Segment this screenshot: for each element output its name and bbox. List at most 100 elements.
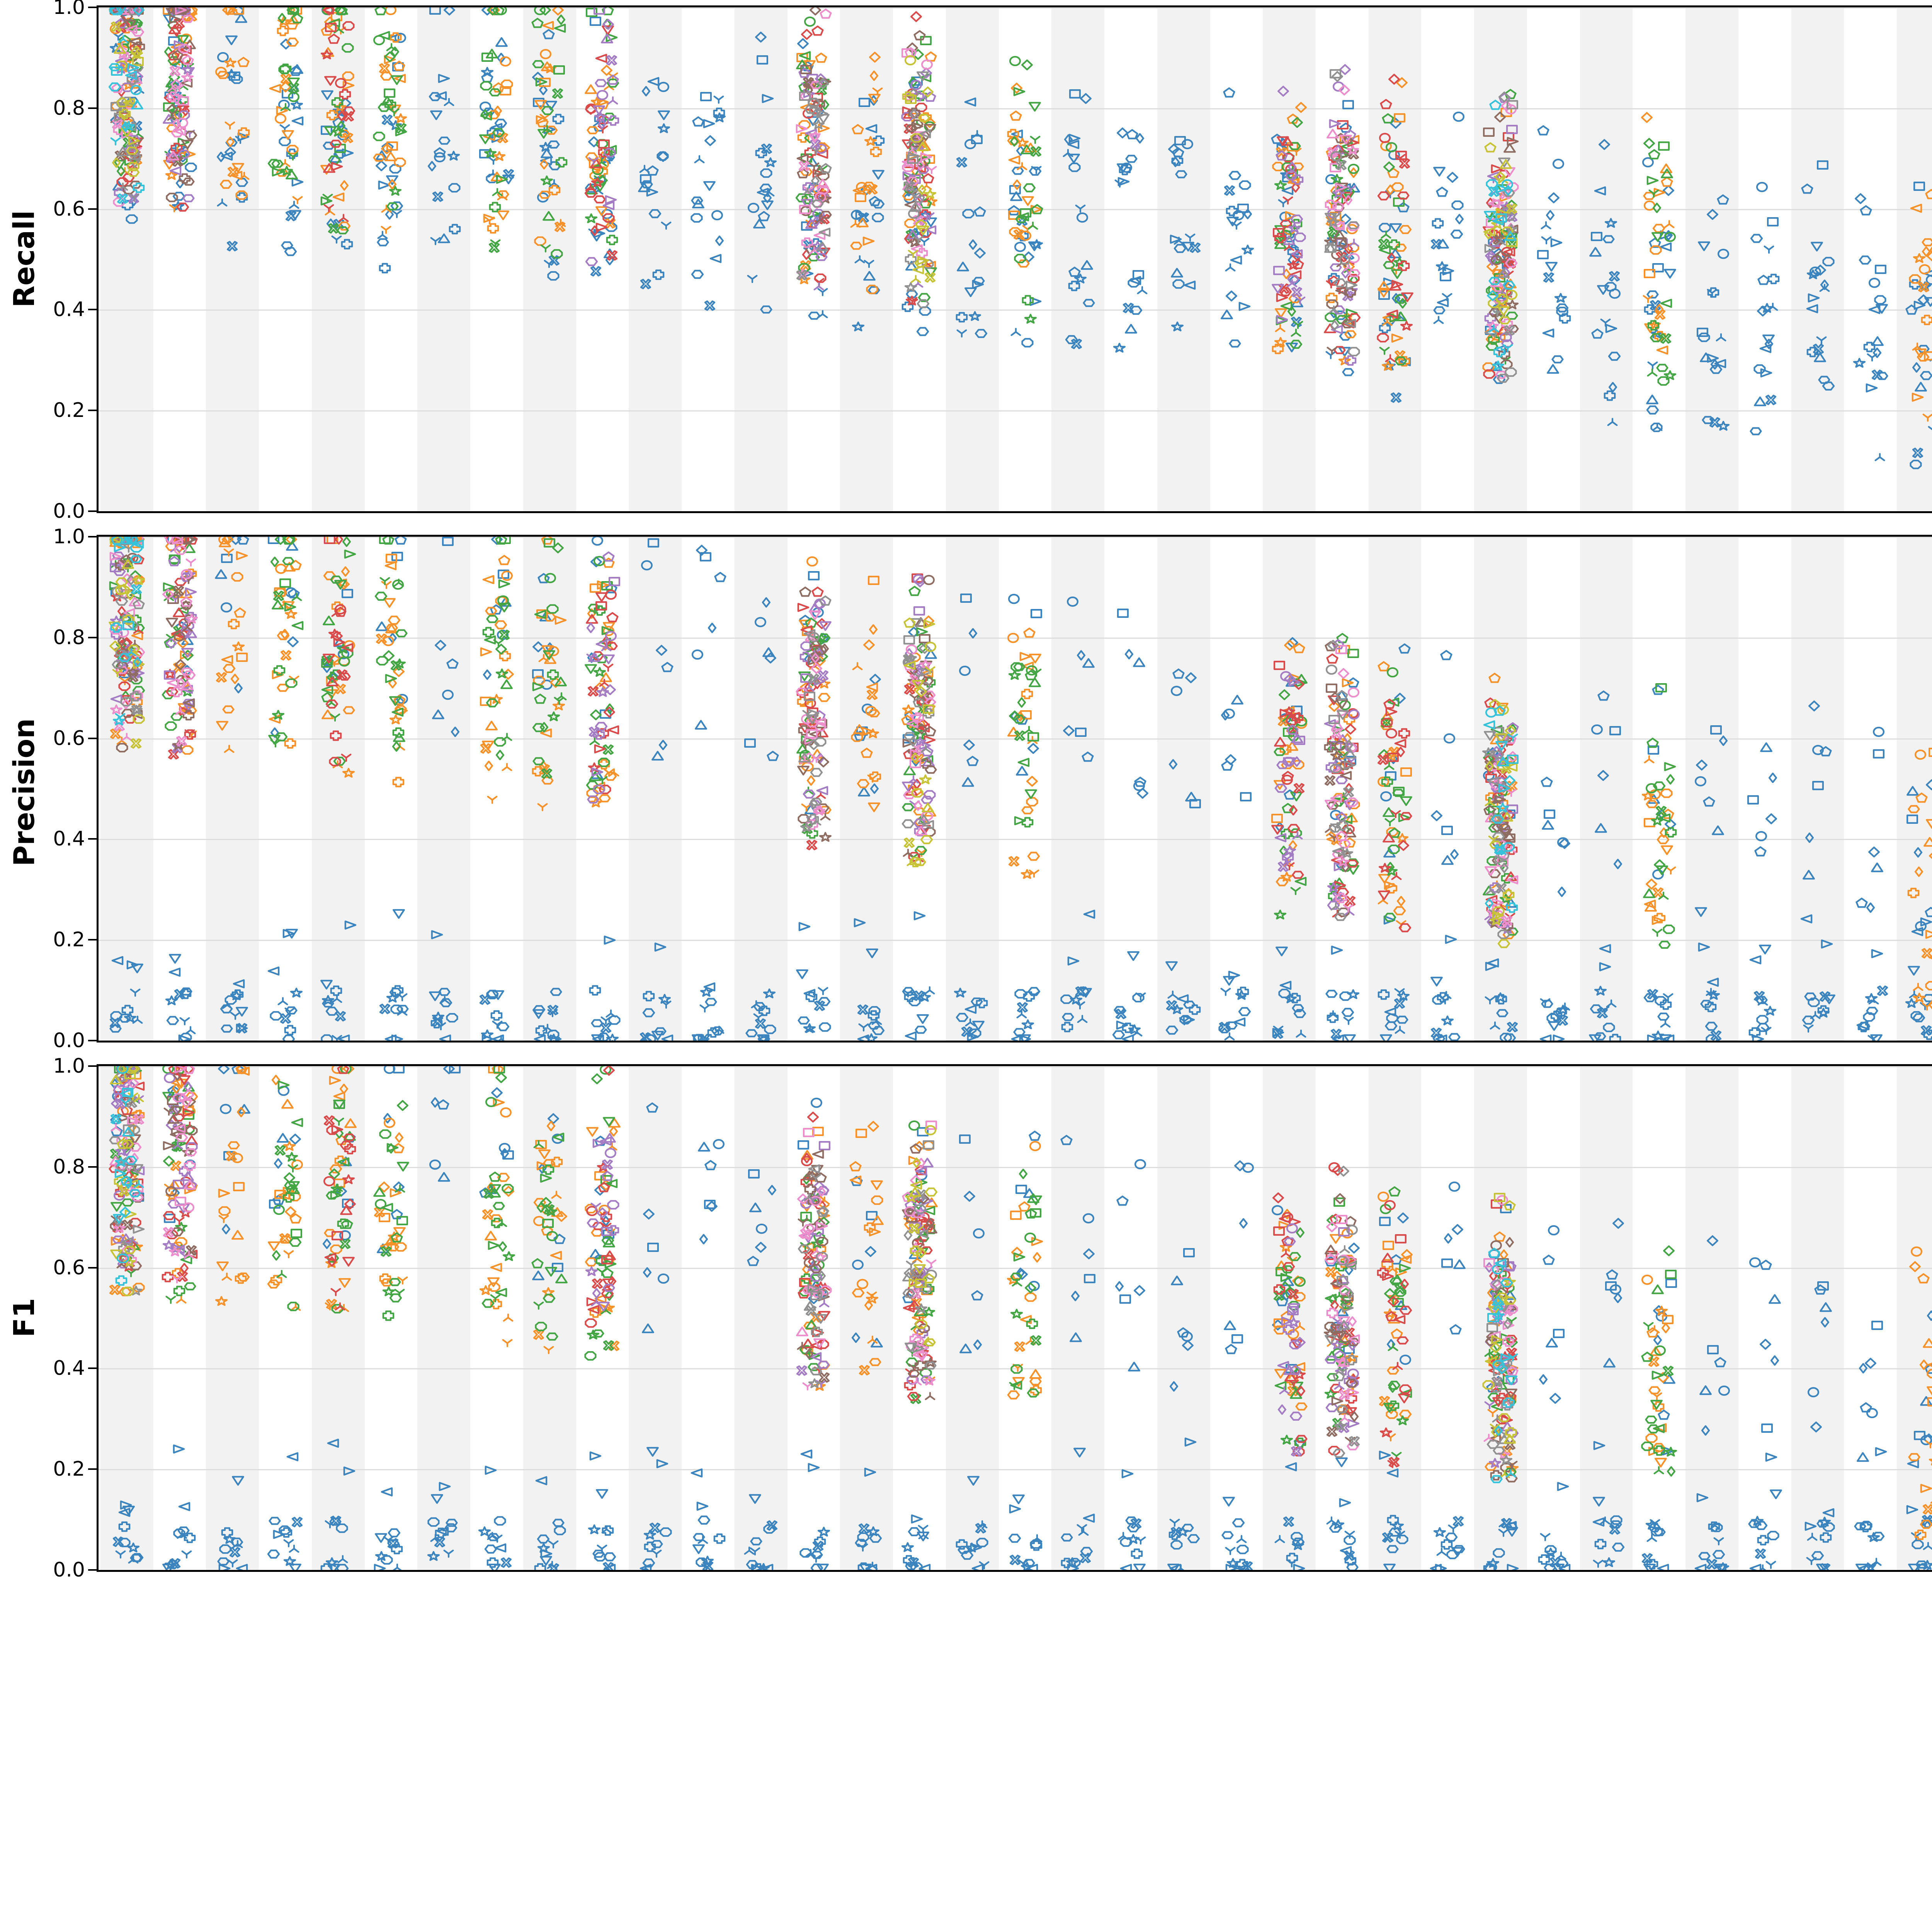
scatter-marker (1494, 705, 1505, 716)
scatter-marker (1913, 180, 1925, 192)
scatter-marker (1664, 268, 1676, 279)
scatter-marker (163, 1106, 175, 1117)
scatter-marker (1378, 989, 1389, 1000)
scatter-marker (1556, 886, 1568, 898)
scatter-marker (1327, 639, 1339, 651)
scatter-marker (172, 537, 184, 545)
scatter-marker (431, 929, 443, 940)
scatter-marker (1344, 759, 1355, 771)
scatter-marker (760, 597, 772, 608)
scatter-marker (489, 1171, 501, 1182)
scatter-marker (649, 208, 661, 219)
scatter-marker (1702, 414, 1714, 426)
scatter-marker (232, 1229, 243, 1241)
scatter-marker (552, 88, 563, 99)
scatter-marker (1868, 995, 1879, 1006)
scatter-marker (122, 620, 134, 631)
scatter-marker (1024, 182, 1035, 194)
scatter-marker (227, 166, 239, 178)
scatter-marker (1706, 287, 1718, 299)
scatter-marker (1873, 748, 1884, 760)
scatter-marker (1483, 898, 1495, 909)
scatter-marker (322, 192, 333, 204)
scatter-marker (1546, 261, 1557, 272)
scatter-marker (1651, 421, 1663, 433)
scatter-marker (804, 1023, 816, 1034)
scatter-marker (1505, 230, 1516, 242)
scatter-marker (1497, 1007, 1508, 1019)
scatter-marker (1750, 954, 1761, 966)
scatter-marker (1331, 728, 1342, 739)
scatter-marker (287, 1451, 298, 1463)
scatter-marker (338, 1156, 349, 1168)
scatter-marker (226, 1150, 237, 1162)
scatter-marker (1452, 199, 1463, 211)
scatter-marker (757, 54, 768, 66)
scatter-marker (291, 1516, 303, 1528)
scatter-marker (917, 224, 929, 236)
scatter-marker (1485, 141, 1496, 153)
scatter-marker (493, 7, 504, 16)
scatter-marker (536, 1475, 547, 1486)
scatter-marker (391, 74, 403, 86)
scatter-marker (233, 641, 244, 653)
scatter-marker (556, 156, 567, 168)
scatter-marker (1874, 294, 1886, 306)
scatter-marker (181, 666, 192, 677)
scatter-marker (321, 49, 333, 61)
scatter-marker (1380, 1033, 1392, 1041)
scatter-marker (1283, 235, 1295, 246)
scatter-marker (691, 195, 703, 206)
scatter-marker (1281, 853, 1293, 865)
scatter-marker (1922, 236, 1932, 248)
scatter-marker (1016, 697, 1027, 708)
scatter-marker (238, 170, 250, 182)
scatter-marker (532, 1257, 543, 1269)
scatter-marker (767, 750, 779, 762)
scatter-marker (1909, 273, 1921, 285)
scatter-marker (1236, 990, 1247, 1001)
scatter-marker (1754, 396, 1766, 407)
scatter-marker (1134, 776, 1146, 787)
scatter-marker (1348, 687, 1359, 698)
scatter-marker (1912, 391, 1923, 403)
scatter-marker (1597, 770, 1609, 781)
scatter-marker (1484, 995, 1496, 1006)
scatter-marker (606, 54, 617, 66)
scatter-marker (811, 753, 822, 765)
scatter-marker (179, 1501, 190, 1512)
scatter-marker (920, 774, 931, 786)
scatter-marker (1390, 392, 1402, 403)
scatter-marker (117, 193, 128, 204)
scatter-marker (1859, 254, 1871, 266)
scatter-marker (1433, 1033, 1445, 1041)
scatter-marker (692, 649, 703, 660)
scatter-marker (1083, 657, 1094, 669)
scatter-marker (379, 1003, 391, 1015)
scatter-marker (532, 681, 544, 692)
scatter-marker (913, 605, 925, 617)
scatter-marker (590, 709, 602, 721)
scatter-marker (343, 20, 354, 32)
scatter-marker (185, 557, 197, 568)
scatter-marker (332, 1230, 343, 1242)
scatter-marker (1031, 203, 1043, 215)
scatter-marker (480, 743, 492, 754)
scatter-marker (166, 995, 177, 1007)
scatter-marker (1009, 226, 1021, 238)
scatter-marker (442, 689, 454, 701)
scatter-marker (1330, 821, 1341, 833)
scatter-marker (1873, 726, 1884, 738)
scatter-marker (1378, 190, 1389, 202)
scatter-marker (643, 1007, 655, 1019)
scatter-marker (692, 116, 704, 127)
scatter-marker (603, 212, 614, 224)
scatter-marker (1647, 404, 1658, 416)
scatter-marker (546, 1230, 558, 1242)
scatter-marker (804, 628, 815, 639)
scatter-marker (1927, 424, 1932, 436)
scatter-marker (1767, 772, 1779, 784)
scatter-marker (1924, 836, 1932, 848)
scatter-marker (374, 1186, 385, 1198)
scatter-marker (868, 707, 880, 719)
